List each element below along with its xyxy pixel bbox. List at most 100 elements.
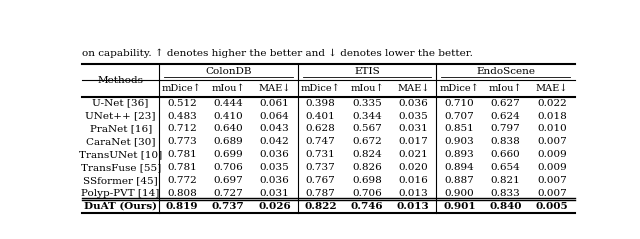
Text: 0.401: 0.401 <box>306 112 335 121</box>
Text: 0.335: 0.335 <box>352 99 382 108</box>
Text: mIou↑: mIou↑ <box>211 84 245 93</box>
Text: 0.031: 0.031 <box>260 189 289 198</box>
Text: MAE↓: MAE↓ <box>397 84 429 93</box>
Text: 0.035: 0.035 <box>398 112 428 121</box>
Text: 0.009: 0.009 <box>537 150 567 159</box>
Text: 0.654: 0.654 <box>491 163 520 172</box>
Text: 0.747: 0.747 <box>306 137 335 146</box>
Text: 0.660: 0.660 <box>491 150 520 159</box>
Text: 0.737: 0.737 <box>212 202 244 211</box>
Text: 0.007: 0.007 <box>537 189 567 198</box>
Text: 0.894: 0.894 <box>445 163 474 172</box>
Text: 0.007: 0.007 <box>537 137 567 146</box>
Text: 0.772: 0.772 <box>167 176 197 185</box>
Text: 0.009: 0.009 <box>537 163 567 172</box>
Text: 0.781: 0.781 <box>167 150 197 159</box>
Text: 0.710: 0.710 <box>445 99 474 108</box>
Text: 0.699: 0.699 <box>213 150 243 159</box>
Text: 0.036: 0.036 <box>260 176 289 185</box>
Text: 0.706: 0.706 <box>213 163 243 172</box>
Text: 0.018: 0.018 <box>537 112 567 121</box>
Text: 0.824: 0.824 <box>352 150 382 159</box>
Text: 0.819: 0.819 <box>166 202 198 211</box>
Text: 0.887: 0.887 <box>445 176 474 185</box>
Text: MAE↓: MAE↓ <box>536 84 568 93</box>
Text: ColonDB: ColonDB <box>205 67 252 76</box>
Text: 0.787: 0.787 <box>306 189 335 198</box>
Text: 0.061: 0.061 <box>260 99 289 108</box>
Text: 0.483: 0.483 <box>167 112 197 121</box>
Text: mDice↑: mDice↑ <box>301 84 340 93</box>
Text: 0.822: 0.822 <box>305 202 337 211</box>
Text: 0.826: 0.826 <box>352 163 382 172</box>
Text: 0.398: 0.398 <box>306 99 335 108</box>
Text: 0.512: 0.512 <box>167 99 197 108</box>
Text: 0.712: 0.712 <box>167 125 197 133</box>
Text: 0.036: 0.036 <box>398 99 428 108</box>
Text: ETIS: ETIS <box>354 67 380 76</box>
Text: 0.567: 0.567 <box>352 125 382 133</box>
Text: 0.013: 0.013 <box>398 189 428 198</box>
Text: EndoScene: EndoScene <box>476 67 535 76</box>
Text: 0.042: 0.042 <box>260 137 289 146</box>
Text: 0.444: 0.444 <box>213 99 243 108</box>
Text: 0.821: 0.821 <box>491 176 520 185</box>
Text: 0.698: 0.698 <box>352 176 382 185</box>
Text: Polyp-PVT [14]: Polyp-PVT [14] <box>81 189 160 198</box>
Text: 0.707: 0.707 <box>445 112 474 121</box>
Text: 0.043: 0.043 <box>260 125 289 133</box>
Text: 0.035: 0.035 <box>260 163 289 172</box>
Text: 0.007: 0.007 <box>537 176 567 185</box>
Text: 0.901: 0.901 <box>443 202 476 211</box>
Text: 0.731: 0.731 <box>306 150 335 159</box>
Text: 0.031: 0.031 <box>398 125 428 133</box>
Text: TransUNet [10]: TransUNet [10] <box>79 150 163 159</box>
Text: UNet++ [23]: UNet++ [23] <box>85 112 156 121</box>
Text: 0.013: 0.013 <box>397 202 429 211</box>
Text: mDice↑: mDice↑ <box>162 84 202 93</box>
Text: 0.851: 0.851 <box>445 125 474 133</box>
Text: on capability. ↑ denotes higher the better and ↓ denotes lower the better.: on capability. ↑ denotes higher the bett… <box>83 49 474 58</box>
Text: 0.797: 0.797 <box>491 125 520 133</box>
Text: 0.005: 0.005 <box>536 202 568 211</box>
Text: Methods: Methods <box>98 76 143 85</box>
Text: 0.781: 0.781 <box>167 163 197 172</box>
Text: 0.746: 0.746 <box>351 202 383 211</box>
Text: 0.628: 0.628 <box>306 125 335 133</box>
Text: CaraNet [30]: CaraNet [30] <box>86 137 156 146</box>
Text: 0.706: 0.706 <box>352 189 382 198</box>
Text: PraNet [16]: PraNet [16] <box>90 125 152 133</box>
Text: 0.900: 0.900 <box>445 189 474 198</box>
Text: 0.838: 0.838 <box>491 137 520 146</box>
Text: 0.903: 0.903 <box>445 137 474 146</box>
Text: 0.026: 0.026 <box>258 202 291 211</box>
Text: 0.697: 0.697 <box>213 176 243 185</box>
Text: 0.064: 0.064 <box>260 112 289 121</box>
Text: 0.773: 0.773 <box>167 137 197 146</box>
Text: 0.640: 0.640 <box>213 125 243 133</box>
Text: 0.627: 0.627 <box>491 99 520 108</box>
Text: SSformer [45]: SSformer [45] <box>83 176 158 185</box>
Text: 0.737: 0.737 <box>306 163 335 172</box>
Text: 0.344: 0.344 <box>352 112 382 121</box>
Text: 0.840: 0.840 <box>490 202 522 211</box>
Text: mIou↑: mIou↑ <box>489 84 522 93</box>
Text: MAE↓: MAE↓ <box>259 84 291 93</box>
Text: TransFuse [55]: TransFuse [55] <box>81 163 161 172</box>
Text: 0.020: 0.020 <box>398 163 428 172</box>
Text: 0.689: 0.689 <box>213 137 243 146</box>
Text: U-Net [36]: U-Net [36] <box>92 99 149 108</box>
Text: 0.672: 0.672 <box>352 137 382 146</box>
Text: 0.833: 0.833 <box>491 189 520 198</box>
Text: 0.021: 0.021 <box>398 150 428 159</box>
Text: 0.624: 0.624 <box>491 112 520 121</box>
Text: mDice↑: mDice↑ <box>440 84 479 93</box>
Text: 0.010: 0.010 <box>537 125 567 133</box>
Text: DuAT (Ours): DuAT (Ours) <box>84 202 157 211</box>
Text: 0.016: 0.016 <box>398 176 428 185</box>
Text: 0.017: 0.017 <box>398 137 428 146</box>
Text: 0.893: 0.893 <box>445 150 474 159</box>
Text: 0.727: 0.727 <box>213 189 243 198</box>
Text: 0.022: 0.022 <box>537 99 567 108</box>
Text: mIou↑: mIou↑ <box>350 84 384 93</box>
